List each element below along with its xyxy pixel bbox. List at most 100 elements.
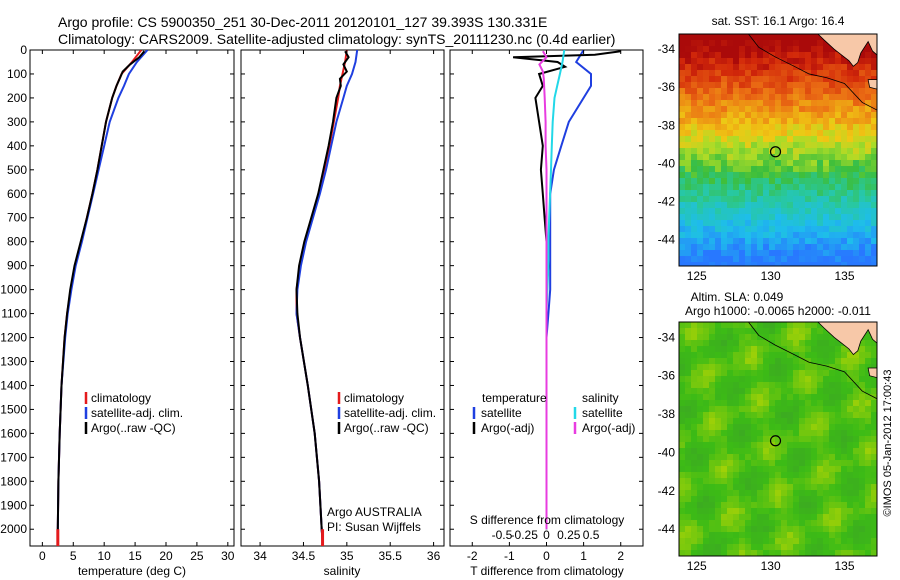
map-cell xyxy=(805,412,812,419)
map-cell xyxy=(829,88,836,95)
map-cell xyxy=(709,376,716,383)
map-cell xyxy=(691,418,698,425)
map-cell xyxy=(715,448,722,455)
map-cell xyxy=(793,196,800,203)
map-cell xyxy=(781,178,788,185)
map-cell xyxy=(829,250,836,257)
map-cell xyxy=(787,226,794,233)
map-cell xyxy=(715,532,722,539)
legend-label: climatology xyxy=(91,391,151,405)
map-cell xyxy=(685,544,692,551)
map-cell xyxy=(685,226,692,233)
map-cell xyxy=(703,208,710,215)
legend-label: satellite xyxy=(582,406,623,420)
map-cell xyxy=(835,436,842,443)
map-cell xyxy=(835,148,842,155)
map-cell xyxy=(691,190,698,197)
map-cell xyxy=(853,460,860,467)
map-cell xyxy=(865,130,872,137)
map-cell xyxy=(871,214,877,221)
map-cell xyxy=(853,400,860,407)
map-cell xyxy=(751,334,758,341)
map-cell xyxy=(817,238,824,245)
map-cell xyxy=(853,544,860,551)
map-cell xyxy=(715,472,722,479)
map-cell xyxy=(715,256,722,263)
map-cell xyxy=(799,178,806,185)
map-cell xyxy=(715,52,722,59)
map-cell xyxy=(871,472,877,479)
map-cell xyxy=(697,514,704,521)
map-cell xyxy=(799,526,806,533)
map-cell xyxy=(763,244,770,251)
map-cell xyxy=(811,490,818,497)
map-cell xyxy=(721,352,728,359)
map-cell xyxy=(859,232,866,239)
map-cell xyxy=(745,250,752,257)
map-cell xyxy=(751,106,758,113)
map-cell xyxy=(847,232,854,239)
map-cell xyxy=(787,76,794,83)
map-cell xyxy=(745,232,752,239)
map-cell xyxy=(721,328,728,335)
map-cell xyxy=(865,58,872,65)
map-cell xyxy=(733,190,740,197)
map-cell xyxy=(787,88,794,95)
map-cell xyxy=(775,262,782,266)
map-cell xyxy=(763,112,770,119)
map-cell xyxy=(685,46,692,53)
map-cell xyxy=(739,58,746,65)
map-cell xyxy=(733,46,740,53)
map-cell xyxy=(805,340,812,347)
map-cell xyxy=(739,214,746,221)
map-cell xyxy=(733,334,740,341)
map-cell xyxy=(853,148,860,155)
map-cell xyxy=(871,406,877,413)
map-cell xyxy=(781,532,788,539)
map-cell xyxy=(769,82,776,89)
map-cell xyxy=(805,226,812,233)
map-cell xyxy=(823,502,830,509)
map-cell xyxy=(733,58,740,65)
map-cell xyxy=(805,154,812,161)
map-cell xyxy=(691,46,698,53)
map-cell xyxy=(805,448,812,455)
map-cell xyxy=(721,412,728,419)
map-cell xyxy=(835,214,842,221)
map-cell xyxy=(823,160,830,167)
map-cell xyxy=(763,256,770,263)
map-cell xyxy=(835,244,842,251)
map-cell xyxy=(823,460,830,467)
map-cell xyxy=(739,130,746,137)
map-cell xyxy=(793,334,800,341)
map-cell xyxy=(721,238,728,245)
map-cell xyxy=(697,232,704,239)
map-cell xyxy=(799,232,806,239)
map-cell xyxy=(865,106,872,113)
map-cell xyxy=(769,484,776,491)
map-cell xyxy=(721,370,728,377)
map-cell xyxy=(787,346,794,353)
map-cell xyxy=(703,58,710,65)
y-tick-label: 500 xyxy=(7,163,27,177)
temperature-panel-frame xyxy=(29,49,235,547)
map-cell xyxy=(823,148,830,155)
map-cell xyxy=(811,376,818,383)
map-cell xyxy=(817,532,824,539)
map-cell xyxy=(739,520,746,527)
map-cell xyxy=(691,370,698,377)
map-cell xyxy=(727,46,734,53)
map-cell xyxy=(715,64,722,71)
map-cell xyxy=(793,208,800,215)
map-cell xyxy=(745,520,752,527)
map-cell xyxy=(793,322,800,329)
map-cell xyxy=(763,346,770,353)
map-cell xyxy=(781,526,788,533)
map-cell xyxy=(739,220,746,227)
map-cell xyxy=(739,466,746,473)
map-cell xyxy=(715,322,722,329)
map-cell xyxy=(745,448,752,455)
map-cell xyxy=(859,370,866,377)
map-cell xyxy=(847,166,854,173)
map-cell xyxy=(769,34,776,41)
